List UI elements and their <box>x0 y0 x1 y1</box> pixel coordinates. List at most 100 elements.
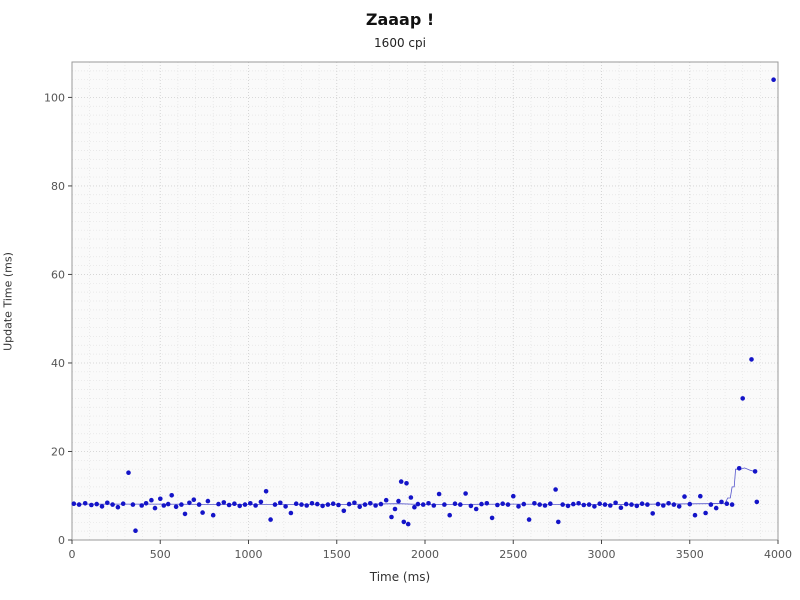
scatter-point <box>623 501 629 507</box>
scatter-point <box>158 496 163 502</box>
scatter-point <box>613 500 618 506</box>
scatter-point <box>389 514 394 520</box>
scatter-point <box>452 501 458 507</box>
scatter-point <box>719 499 724 505</box>
scatter-point <box>650 511 655 516</box>
scatter-point <box>426 501 431 506</box>
scatter-point <box>82 501 88 506</box>
scatter-point <box>713 505 719 511</box>
scatter-point <box>248 501 253 506</box>
scatter-point <box>708 502 714 507</box>
scatter-point <box>378 501 384 507</box>
scatter-point <box>511 493 516 499</box>
scatter-point <box>655 501 661 507</box>
scatter-point <box>752 469 758 474</box>
x-tick-label: 3500 <box>676 548 704 561</box>
scatter-point <box>237 503 242 509</box>
x-tick-label: 0 <box>69 548 76 561</box>
scatter-point <box>729 502 735 507</box>
x-tick-label: 3000 <box>588 548 616 561</box>
scatter-point <box>736 466 742 471</box>
scatter-point <box>205 498 211 504</box>
scatter-point <box>408 495 414 500</box>
scatter-point <box>165 501 171 507</box>
scatter-point <box>458 502 463 507</box>
scatter-point <box>152 505 158 511</box>
scatter-point <box>216 501 221 507</box>
x-tick-label: 2000 <box>411 548 439 561</box>
scatter-point <box>336 502 341 508</box>
scatter-point <box>182 511 188 517</box>
scatter-point <box>398 479 404 484</box>
scatter-point <box>221 500 227 505</box>
scatter-point <box>76 502 82 507</box>
y-tick-label: 60 <box>51 268 65 281</box>
scatter-point <box>362 502 368 507</box>
scatter-point <box>396 498 401 504</box>
scatter-point <box>608 503 613 508</box>
scatter-point <box>639 501 645 507</box>
scatter-point <box>479 501 484 507</box>
scatter-point <box>495 502 500 508</box>
scatter-point <box>581 502 587 508</box>
scatter-point <box>586 502 592 507</box>
x-tick-label: 1500 <box>323 548 351 561</box>
scatter-point <box>602 502 608 507</box>
x-tick-label: 2500 <box>499 548 527 561</box>
scatter-point <box>537 502 542 507</box>
scatter-point <box>553 487 558 492</box>
scatter-point <box>341 508 347 514</box>
scatter-point <box>330 501 336 507</box>
scatter-point <box>325 502 331 507</box>
scatter-point <box>692 512 698 518</box>
scatter-point <box>173 504 179 510</box>
x-tick-label: 1000 <box>235 548 263 561</box>
scatter-point <box>169 493 174 498</box>
scatter-point <box>703 510 708 516</box>
scatter-point <box>724 501 730 507</box>
scatter-point <box>645 502 650 507</box>
scatter-point <box>126 470 131 476</box>
scatter-point <box>548 501 553 507</box>
scatter-point <box>771 77 776 82</box>
scatter-point <box>352 500 357 506</box>
scatter-point <box>505 502 511 507</box>
scatter-point <box>299 502 304 507</box>
scatter-point <box>357 504 363 510</box>
scatter-point <box>99 504 105 509</box>
scatter-point <box>532 501 537 506</box>
scatter-point <box>191 497 197 503</box>
scatter-point <box>671 502 677 507</box>
scatter-point <box>373 503 378 508</box>
scatter-point <box>187 500 192 506</box>
scatter-point <box>283 504 288 509</box>
scatter-point <box>676 504 682 509</box>
scatter-point <box>404 481 409 486</box>
chart-subtitle: 1600 cpi <box>374 36 426 50</box>
scatter-point <box>161 503 167 508</box>
scatter-point <box>293 501 299 507</box>
scatter-point <box>278 500 283 506</box>
scatter-point <box>253 503 258 508</box>
x-tick-label: 500 <box>150 548 171 561</box>
scatter-point <box>556 519 561 525</box>
scatter-point <box>368 501 373 506</box>
scatter-point <box>436 491 442 497</box>
scatter-point <box>629 502 634 507</box>
scatter-point <box>110 502 115 507</box>
scatter-point <box>484 501 490 506</box>
scatter-point <box>346 501 352 507</box>
scatter-point <box>571 501 576 507</box>
scatter-point <box>139 503 144 508</box>
scatter-point <box>200 510 205 515</box>
scatter-point <box>473 506 479 512</box>
scatter-point <box>618 505 624 511</box>
y-tick-label: 20 <box>51 445 65 458</box>
scatter-point <box>71 501 77 507</box>
scatter-point <box>272 502 278 507</box>
scatter-point <box>463 491 468 496</box>
scatter-point <box>489 515 495 521</box>
scatter-point <box>592 504 597 509</box>
scatter-point <box>565 503 571 509</box>
